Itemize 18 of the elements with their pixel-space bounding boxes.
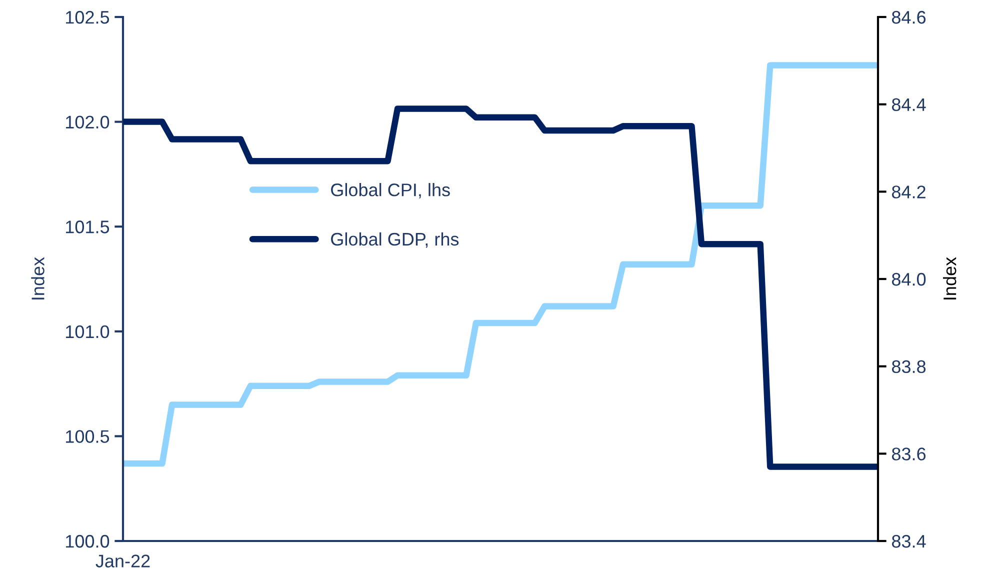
y2-tick-label: 83.6: [892, 448, 926, 460]
y-axis-title: Index: [31, 257, 44, 300]
y2-tick-label: 84.0: [892, 272, 926, 286]
y-tick-label: 100.0: [66, 534, 110, 548]
y-tick-label: 102.5: [66, 10, 110, 24]
y2-tick-label: 84.6: [892, 10, 926, 24]
y-tick-label: 100.5: [66, 430, 110, 443]
y2-tick-label: 83.8: [892, 360, 926, 374]
y2-tick-label: 83.4: [892, 534, 926, 548]
y-tick-label: 101.5: [66, 220, 110, 234]
y2-tick-label: 84.4: [892, 98, 926, 112]
x-tick-label: Jan-22: [96, 554, 150, 568]
y2-tick-label: 84.2: [892, 186, 926, 198]
y-tick-label: 102.0: [66, 116, 110, 129]
legend-label: Global CPI, lhs: [331, 183, 450, 198]
legend-label: Global GDP, rhs: [331, 232, 459, 248]
y2-axis-title: Index: [943, 257, 956, 300]
y-tick-label: 101.0: [66, 325, 110, 338]
